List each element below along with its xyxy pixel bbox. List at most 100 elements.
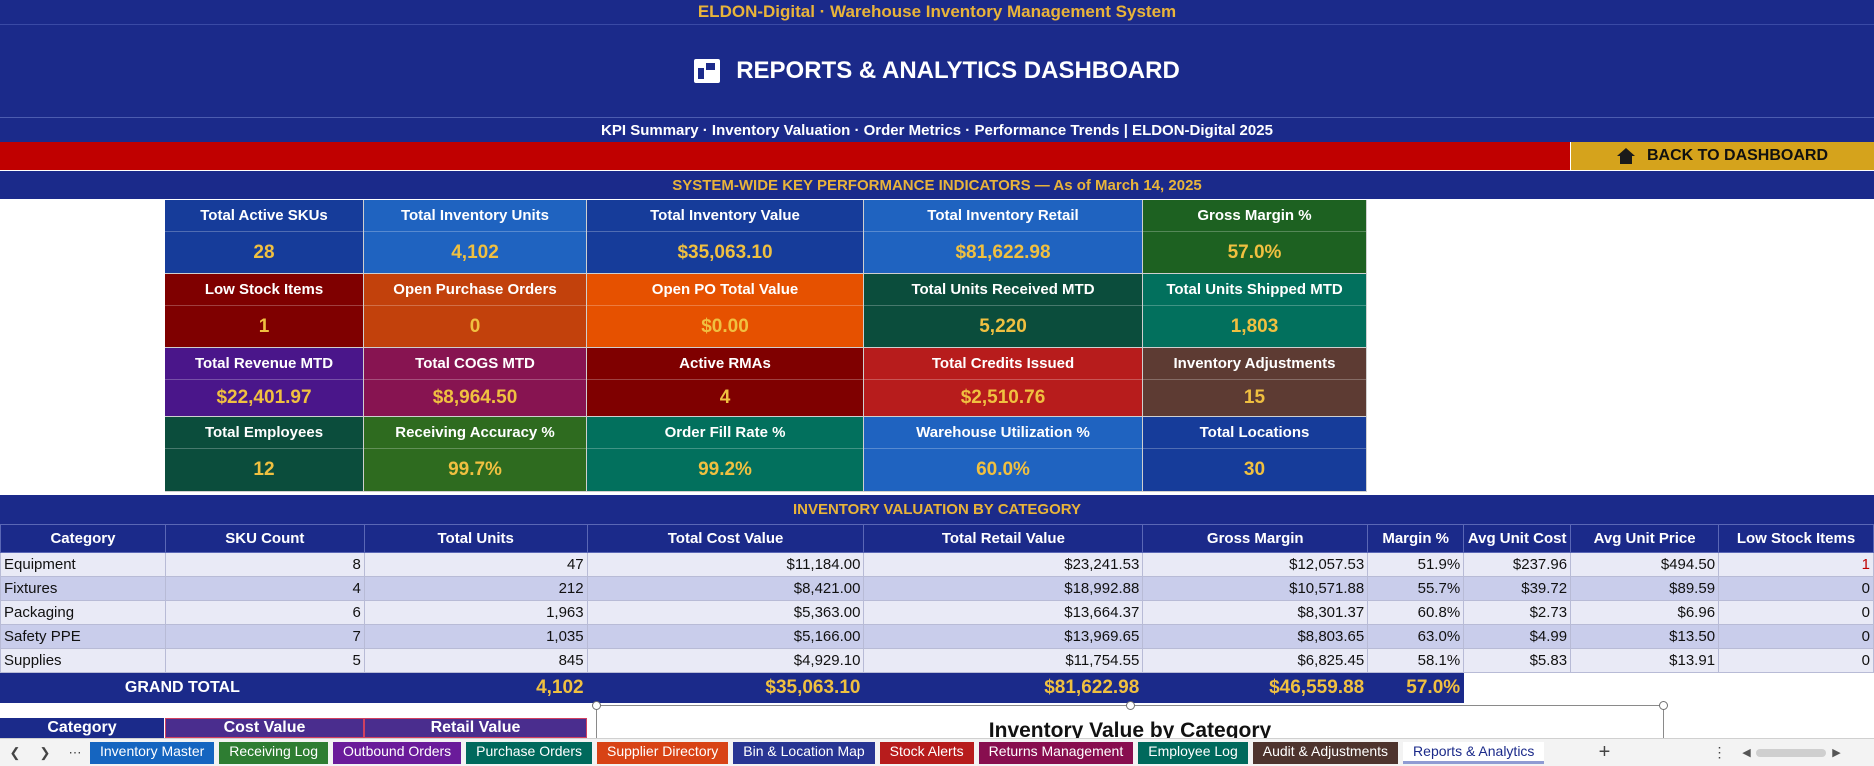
column-header-low-stock-items[interactable]: Low Stock Items: [1718, 524, 1874, 553]
cell-total-retail-value[interactable]: $13,664.37: [863, 600, 1144, 625]
cell-total-cost-value[interactable]: $8,421.00: [586, 576, 865, 601]
grand-total-gross-margin[interactable]: $46,559.88: [1142, 672, 1369, 703]
cell-total-retail-value[interactable]: $18,992.88: [863, 576, 1144, 601]
kpi-total-inventory-value[interactable]: Total Inventory Value $35,063.10: [587, 200, 864, 274]
cell-category[interactable]: Fixtures: [0, 576, 166, 601]
resize-handle-top-right[interactable]: [1659, 701, 1668, 710]
prev-sheet-icon[interactable]: ❮: [9, 744, 21, 760]
cell-avg-unit-cost[interactable]: $5.83: [1463, 648, 1572, 673]
cell-category[interactable]: Equipment: [0, 552, 166, 577]
tab-reports-analytics[interactable]: Reports & Analytics: [1403, 741, 1545, 764]
cell-total-units[interactable]: 845: [363, 648, 588, 673]
tab-receiving-log[interactable]: Receiving Log: [219, 741, 328, 764]
cell-total-units[interactable]: 212: [363, 576, 588, 601]
kpi-total-credits-issued[interactable]: Total Credits Issued $2,510.76: [864, 348, 1143, 417]
cell-gross-margin[interactable]: $12,057.53: [1142, 552, 1369, 577]
sheet-options-icon[interactable]: ⋮: [1712, 744, 1727, 760]
kpi-active-rmas[interactable]: Active RMAs 4: [587, 348, 864, 417]
kpi-total-locations[interactable]: Total Locations 30: [1143, 417, 1367, 492]
column-header-avg-unit-price[interactable]: Avg Unit Price: [1570, 524, 1720, 553]
cell-total-retail-value[interactable]: $13,969.65: [863, 624, 1144, 649]
column-header-total-retail-value[interactable]: Total Retail Value: [863, 524, 1144, 553]
grand-total-margin-pct[interactable]: 57.0%: [1367, 672, 1465, 703]
add-sheet-icon[interactable]: +: [1598, 741, 1611, 763]
cell-sku-count[interactable]: 7: [164, 624, 365, 649]
cell-avg-unit-price[interactable]: $494.50: [1570, 552, 1720, 577]
cell-margin[interactable]: 55.7%: [1367, 576, 1465, 601]
column-header-total-units[interactable]: Total Units: [363, 524, 588, 553]
horizontal-scrollbar[interactable]: ◀ ▶: [1739, 746, 1843, 759]
grand-total-units[interactable]: 4,102: [363, 672, 588, 703]
tab-supplier-directory[interactable]: Supplier Directory: [597, 741, 729, 764]
kpi-receiving-accuracy[interactable]: Receiving Accuracy % 99.7%: [364, 417, 587, 492]
cell-gross-margin[interactable]: $6,825.45: [1142, 648, 1369, 673]
cell-gross-margin[interactable]: $8,301.37: [1142, 600, 1369, 625]
resize-handle-top-left[interactable]: [592, 701, 601, 710]
cell-low-stock-items[interactable]: 0: [1718, 576, 1874, 601]
cell-low-stock-items[interactable]: 0: [1718, 648, 1874, 673]
cell-sku-count[interactable]: 4: [164, 576, 365, 601]
column-header-sku-count[interactable]: SKU Count: [164, 524, 365, 553]
cell-low-stock-items[interactable]: 0: [1718, 600, 1874, 625]
cell-sku-count[interactable]: 5: [164, 648, 365, 673]
tab-inventory-master[interactable]: Inventory Master: [90, 741, 215, 764]
cell-total-cost-value[interactable]: $11,184.00: [586, 552, 865, 577]
cell-margin[interactable]: 60.8%: [1367, 600, 1465, 625]
kpi-total-units-shipped-mtd[interactable]: Total Units Shipped MTD 1,803: [1143, 274, 1367, 348]
cell-avg-unit-price[interactable]: $89.59: [1570, 576, 1720, 601]
kpi-total-cogs-mtd[interactable]: Total COGS MTD $8,964.50: [364, 348, 587, 417]
kpi-total-revenue-mtd[interactable]: Total Revenue MTD $22,401.97: [165, 348, 364, 417]
cell-gross-margin[interactable]: $8,803.65: [1142, 624, 1369, 649]
column-header-category[interactable]: Category: [0, 524, 166, 553]
kpi-total-inventory-retail[interactable]: Total Inventory Retail $81,622.98: [864, 200, 1143, 274]
cell-sku-count[interactable]: 8: [164, 552, 365, 577]
grand-total-label[interactable]: GRAND TOTAL: [0, 672, 365, 703]
grand-total-cost-value[interactable]: $35,063.10: [586, 672, 865, 703]
cell-category[interactable]: Supplies: [0, 648, 166, 673]
next-sheet-icon[interactable]: ❯: [39, 744, 51, 760]
tab-purchase-orders[interactable]: Purchase Orders: [466, 741, 592, 764]
kpi-open-po-total-value[interactable]: Open PO Total Value $0.00: [587, 274, 864, 348]
cell-margin[interactable]: 63.0%: [1367, 624, 1465, 649]
scroll-right-icon[interactable]: ▶: [1832, 747, 1841, 759]
cell-avg-unit-price[interactable]: $13.50: [1570, 624, 1720, 649]
kpi-warehouse-utilization[interactable]: Warehouse Utilization % 60.0%: [864, 417, 1143, 492]
scroll-left-icon[interactable]: ◀: [1742, 747, 1751, 759]
cell-total-cost-value[interactable]: $5,363.00: [586, 600, 865, 625]
cell-category[interactable]: Packaging: [0, 600, 166, 625]
grand-total-retail-value[interactable]: $81,622.98: [863, 672, 1144, 703]
kpi-gross-margin[interactable]: Gross Margin % 57.0%: [1143, 200, 1367, 274]
column-header-total-cost-value[interactable]: Total Cost Value: [586, 524, 865, 553]
column-header-avg-unit-cost[interactable]: Avg Unit Cost: [1463, 524, 1572, 553]
cell-low-stock-items[interactable]: 0: [1718, 624, 1874, 649]
cell-avg-unit-cost[interactable]: $2.73: [1463, 600, 1572, 625]
cell-avg-unit-cost[interactable]: $237.96: [1463, 552, 1572, 577]
cell-avg-unit-cost[interactable]: $4.99: [1463, 624, 1572, 649]
column-header-gross-margin[interactable]: Gross Margin: [1142, 524, 1369, 553]
cell-total-retail-value[interactable]: $11,754.55: [863, 648, 1144, 673]
mini-header-category[interactable]: Category: [0, 718, 165, 738]
cell-total-cost-value[interactable]: $4,929.10: [586, 648, 865, 673]
cell-total-retail-value[interactable]: $23,241.53: [863, 552, 1144, 577]
tab-returns-management[interactable]: Returns Management: [978, 741, 1134, 764]
back-to-dashboard-button[interactable]: BACK TO DASHBOARD: [1571, 142, 1874, 170]
tab-outbound-orders[interactable]: Outbound Orders: [333, 741, 462, 764]
kpi-total-inventory-units[interactable]: Total Inventory Units 4,102: [364, 200, 587, 274]
cell-category[interactable]: Safety PPE: [0, 624, 166, 649]
tab-bin-location-map[interactable]: Bin & Location Map: [733, 741, 875, 764]
mini-header-cost-value[interactable]: Cost Value: [165, 718, 364, 738]
cell-margin[interactable]: 51.9%: [1367, 552, 1465, 577]
resize-handle-top-center[interactable]: [1126, 701, 1135, 710]
scroll-thumb[interactable]: [1756, 748, 1827, 757]
more-sheets-icon[interactable]: ⋯: [68, 744, 82, 760]
cell-total-cost-value[interactable]: $5,166.00: [586, 624, 865, 649]
column-header-margin[interactable]: Margin %: [1367, 524, 1465, 553]
cell-avg-unit-price[interactable]: $13.91: [1570, 648, 1720, 673]
kpi-total-employees[interactable]: Total Employees 12: [165, 417, 364, 492]
kpi-order-fill-rate[interactable]: Order Fill Rate % 99.2%: [587, 417, 864, 492]
empty-cells[interactable]: [1463, 672, 1874, 703]
kpi-low-stock-items[interactable]: Low Stock Items 1: [165, 274, 364, 348]
kpi-total-units-received-mtd[interactable]: Total Units Received MTD 5,220: [864, 274, 1143, 348]
cell-margin[interactable]: 58.1%: [1367, 648, 1465, 673]
kpi-total-active-skus[interactable]: Total Active SKUs 28: [165, 200, 364, 274]
